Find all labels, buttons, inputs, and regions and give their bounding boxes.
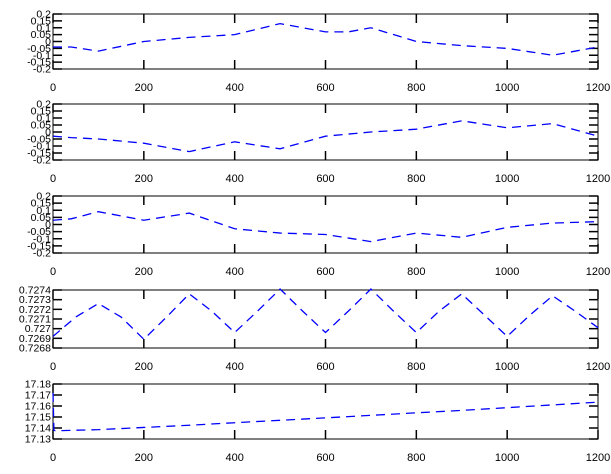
subplot-2-x-tick-label: 0 xyxy=(50,173,56,185)
subplot-4-y-tick-label: 0.7268 xyxy=(19,343,51,355)
subplot-1-x-tick-label: 400 xyxy=(225,82,243,94)
subplot-4-y-tick-label: 0.7274 xyxy=(19,285,51,297)
subplot-2-y-tick-label: -0.05 xyxy=(27,134,51,146)
subplot-3-x-tick-label: 200 xyxy=(135,266,153,278)
subplot-3-y-tick-label: 0 xyxy=(45,219,51,231)
subplot-5-x-tick-label: 1000 xyxy=(495,452,519,464)
subplot-3-y-tick-label: -0.05 xyxy=(27,226,51,238)
subplot-4-y-tick-label: 0.7273 xyxy=(19,294,51,306)
subplot-4-y-tick-label: 0.727 xyxy=(25,323,51,335)
subplot-2-x-tick-label: 400 xyxy=(225,173,243,185)
subplot-4-y-tick-label: 0.7272 xyxy=(19,304,51,316)
subplot-3-y-tick-label: -0.15 xyxy=(27,240,51,252)
subplot-2-y-tick-label: 0 xyxy=(45,127,51,139)
subplot-4-x-tick-label: 1200 xyxy=(586,361,610,373)
subplot-5-x-tick-label: 0 xyxy=(50,452,56,464)
subplot-4-series-line xyxy=(52,288,599,341)
subplot-5-x-tick-label: 800 xyxy=(407,452,425,464)
subplot-1-x-tick-label: 1200 xyxy=(586,82,610,94)
subplot-2-series-line xyxy=(52,120,599,153)
subplot-4-y-tick-label: 0.7269 xyxy=(19,333,51,345)
subplot-3-y-tick-label: 0.05 xyxy=(31,212,52,224)
subplot-1-y-tick-label: -0.15 xyxy=(27,57,51,69)
subplot-2-y-tick-label: 0.05 xyxy=(31,120,52,132)
subplot-3-x-tick-label: 0 xyxy=(50,266,56,278)
subplot-1-x-tick-label: 800 xyxy=(407,82,425,94)
subplot-2: 0 200 400 600 800 1000 12000.20.150.10.050-0.0… xyxy=(27,99,610,186)
subplot-4-x-tick-label: 400 xyxy=(225,361,243,373)
subplot-3-x-tick-label: 600 xyxy=(316,266,334,278)
subplot-5-y-tick-label: 17.18 xyxy=(25,379,51,391)
subplot-2-x-tick-label: 1000 xyxy=(495,173,519,185)
subplot-1-y-tick-label: 0 xyxy=(45,36,51,48)
subplot-3-x-tick-label: 1000 xyxy=(495,266,519,278)
subplot-2-y-tick-label: -0.2 xyxy=(33,155,51,167)
subplot-4: 0 200 400 600 800 1000 12000.72740.72730.72720… xyxy=(19,285,610,374)
subplot-2-y-tick-label: 0.1 xyxy=(36,113,51,125)
subplot-5-y-tick-label: 17.14 xyxy=(25,423,51,435)
subplot-1-x-tick-label: 0 xyxy=(50,82,56,94)
subplot-1-x-tick-label: 1000 xyxy=(495,82,519,94)
subplot-5-y-tick-label: 17.17 xyxy=(25,390,51,402)
subplot-3-x-tick-label: 1200 xyxy=(586,266,610,278)
subplot-1-y-tick-label: -0.2 xyxy=(33,64,51,76)
subplot-3-y-tick-label: 0.2 xyxy=(36,191,51,203)
subplot-3-x-tick-label: 800 xyxy=(407,266,425,278)
subplot-1-y-tick-label: -0.1 xyxy=(33,50,51,62)
subplot-2-y-tick-label: 0.2 xyxy=(36,99,51,111)
subplot-5-x-tick-label: 400 xyxy=(225,452,243,464)
subplot-4-x-tick-label: 0 xyxy=(50,361,56,373)
subplot-3-y-tick-label: -0.2 xyxy=(33,248,51,260)
subplot-1-x-tick-label: 600 xyxy=(316,82,334,94)
subplot-5-x-tick-label: 600 xyxy=(316,452,334,464)
subplot-4-x-tick-label: 1000 xyxy=(495,361,519,373)
subplot-4-y-tick-label: 0.7271 xyxy=(19,314,51,326)
subplot-1-y-tick-label: 0.15 xyxy=(31,15,52,27)
subplot-3-series-line xyxy=(52,211,599,243)
subplot-1-series-line xyxy=(53,22,599,56)
subplot-3-y-tick-label: -0.1 xyxy=(33,233,51,245)
subplot-5-y-tick-label: 17.13 xyxy=(25,434,51,446)
subplot-3-y-tick-label: 0.15 xyxy=(31,198,52,210)
subplot-3-x-tick-label: 400 xyxy=(225,266,243,278)
subplot-3: 0 200 400 600 800 1000 12000.20.150.10.050-0.0… xyxy=(27,191,610,279)
subplot-1-x-tick-label: 200 xyxy=(135,82,153,94)
subplot-5: 0 200 400 600 800 1000 120017.1817.1717.1617.1… xyxy=(25,379,611,465)
subplot-5-x-tick-label: 200 xyxy=(135,452,153,464)
subplot-1-y-tick-label: 0.1 xyxy=(36,22,51,34)
subplot-4-x-tick-label: 600 xyxy=(316,361,334,373)
subplot-2-x-tick-label: 200 xyxy=(135,173,153,185)
subplot-1: 0 200 400 600 800 1000 12000.20.150.10.050-0.0… xyxy=(27,9,610,95)
subplot-5-y-tick-label: 17.16 xyxy=(25,401,51,413)
subplot-2-y-tick-label: -0.1 xyxy=(33,141,51,153)
subplot-5-x-tick-label: 1200 xyxy=(586,452,610,464)
subplot-2-y-tick-label: -0.15 xyxy=(27,148,51,160)
subplot-2-y-tick-label: 0.15 xyxy=(31,106,52,118)
subplot-4-x-tick-label: 800 xyxy=(407,361,425,373)
subplot-2-x-tick-label: 1200 xyxy=(586,173,610,185)
subplot-2-x-tick-label: 800 xyxy=(407,173,425,185)
subplot-5-series-line xyxy=(52,392,599,432)
subplot-1-y-tick-label: 0.2 xyxy=(36,9,51,21)
subplot-5-y-tick-label: 17.15 xyxy=(25,412,51,424)
subplot-4-x-tick-label: 200 xyxy=(135,361,153,373)
subplot-3-y-tick-label: 0.1 xyxy=(36,205,51,217)
subplot-1-y-tick-label: 0.05 xyxy=(31,29,52,41)
subplot-2-x-tick-label: 600 xyxy=(316,173,334,185)
subplot-1-y-tick-label: -0.05 xyxy=(27,43,51,55)
